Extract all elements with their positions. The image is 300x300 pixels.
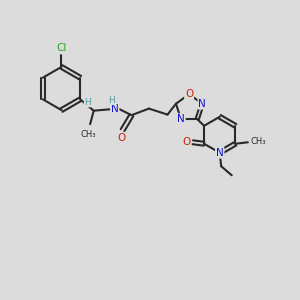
Text: CH₃: CH₃ <box>81 130 96 139</box>
Text: O: O <box>182 137 190 147</box>
Text: H: H <box>108 96 115 105</box>
Text: N: N <box>177 114 185 124</box>
Text: Cl: Cl <box>56 43 67 53</box>
Text: CH₃: CH₃ <box>250 137 266 146</box>
Text: N: N <box>111 103 119 114</box>
Text: N: N <box>198 99 206 109</box>
Text: O: O <box>185 89 193 99</box>
Text: N: N <box>216 148 224 158</box>
Text: H: H <box>84 98 91 107</box>
Text: O: O <box>118 133 126 143</box>
